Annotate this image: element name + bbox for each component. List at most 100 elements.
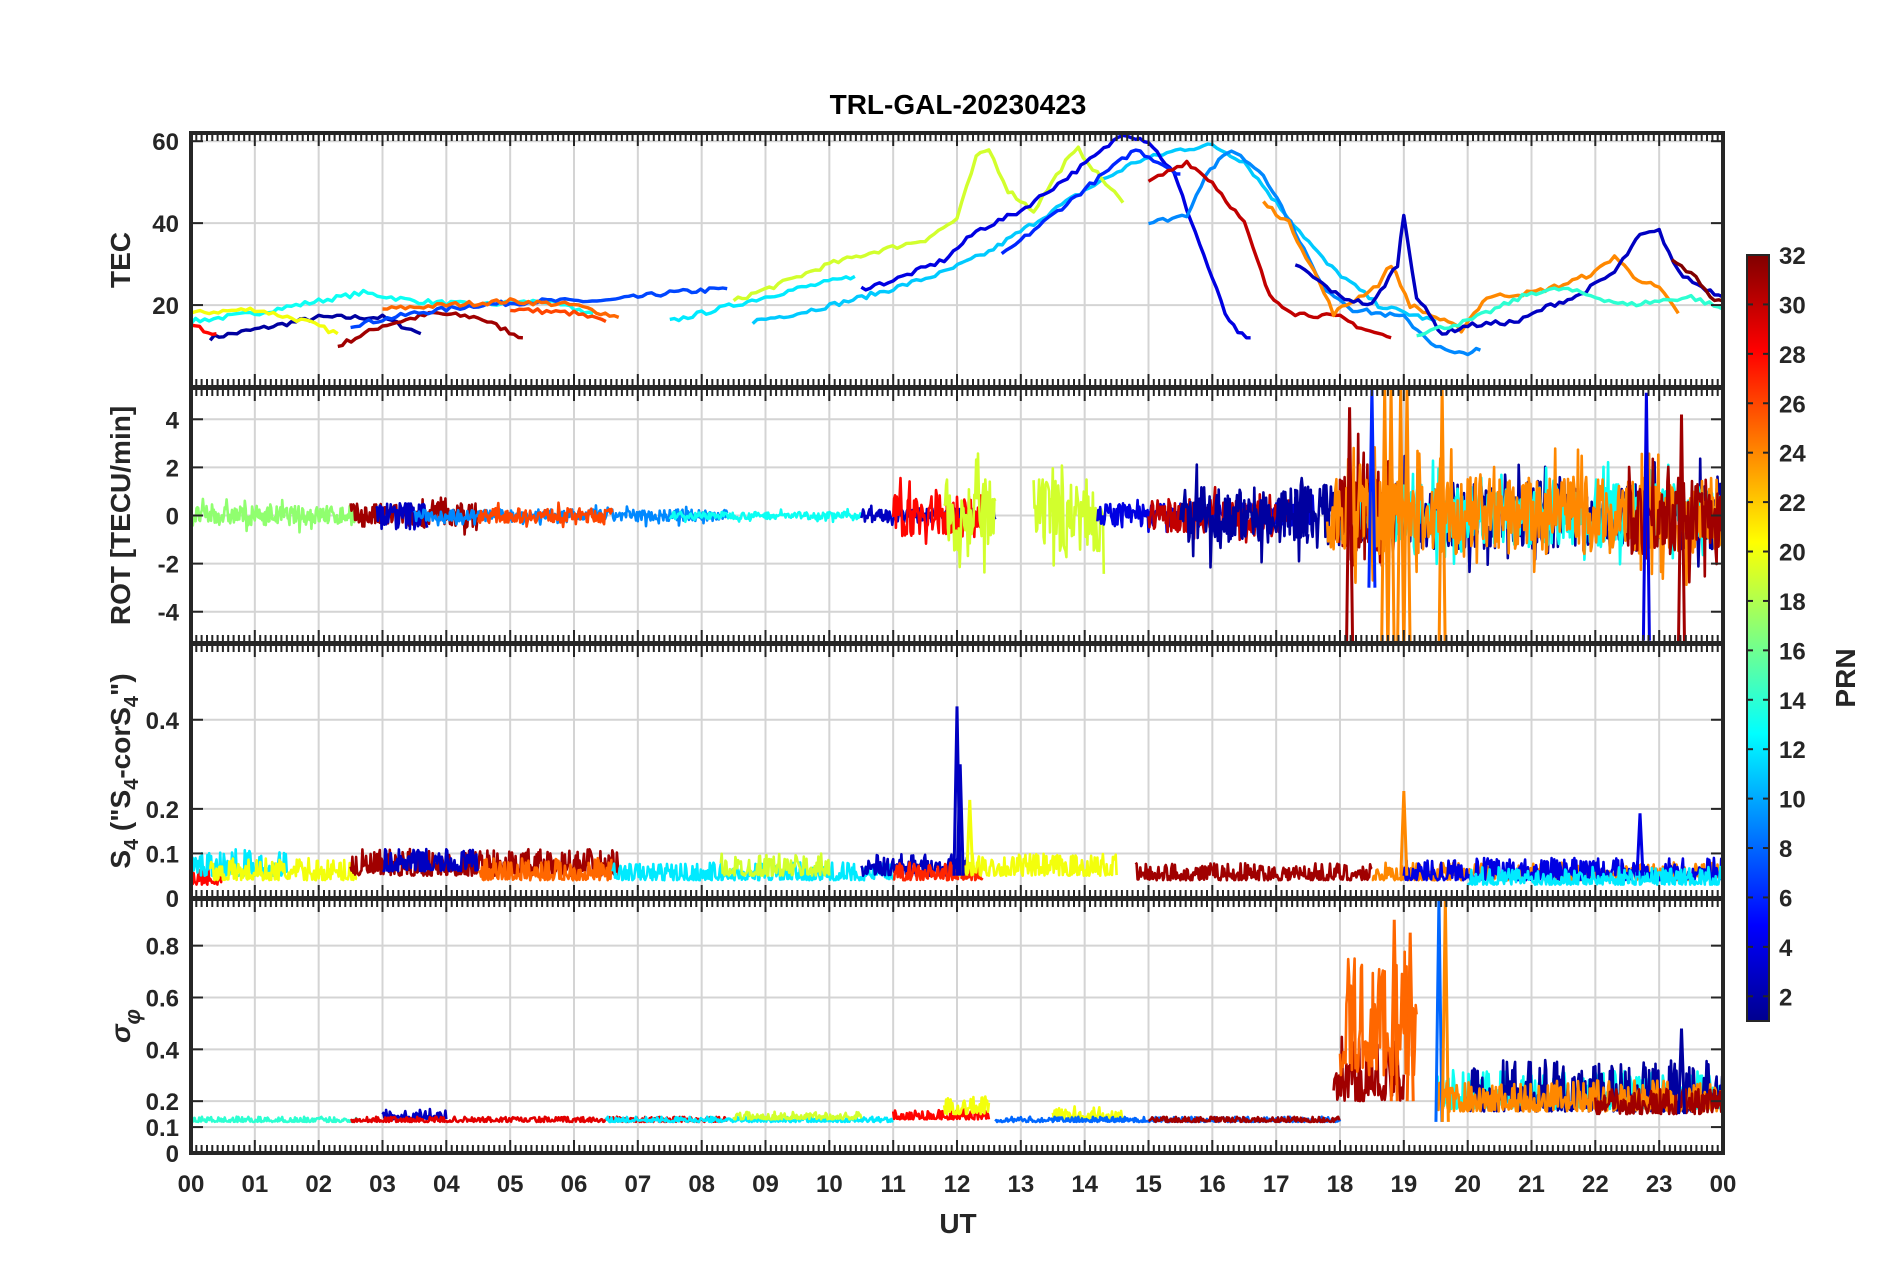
y-tick-label: 0.6 <box>146 985 179 1012</box>
s4-series-prn-28 <box>191 865 225 886</box>
y-tick-label: 4 <box>166 407 180 434</box>
x-axis-label: UT <box>939 1208 976 1239</box>
y-tick-label: -2 <box>158 552 179 579</box>
s4-series-prn-20 <box>208 856 358 882</box>
y-tick-label: 0.4 <box>146 708 180 735</box>
x-tick-label: 20 <box>1454 1171 1481 1198</box>
rot-series-prn-2 <box>1179 463 1310 569</box>
x-tick-label: 23 <box>1646 1171 1673 1198</box>
rot-spike-prn-6 <box>1367 388 1377 588</box>
x-tick-label: 19 <box>1390 1171 1417 1198</box>
tick-marks <box>190 388 1724 643</box>
sigma_phi-series-prn-20 <box>942 1095 991 1116</box>
tick-marks <box>190 899 1724 1153</box>
y-tick-label: 60 <box>152 129 179 156</box>
s4-spike-prn-24 <box>1399 790 1409 876</box>
rot-spike-prn-31 <box>1345 407 1355 643</box>
x-tick-label: 04 <box>433 1171 460 1198</box>
rot-spike-prn-24 <box>1396 388 1406 643</box>
series-group <box>191 133 1723 357</box>
colorbar-tick-label: 22 <box>1779 490 1806 517</box>
x-tick-label: 16 <box>1199 1171 1226 1198</box>
y-tick-label: 40 <box>152 211 179 238</box>
tec-series-prn-19 <box>732 145 1125 302</box>
colorbar-tick-label: 6 <box>1779 885 1792 912</box>
sigma_phi-spike-prn-25 <box>1405 932 1415 1102</box>
x-tick-label: 10 <box>816 1171 843 1198</box>
s4-spike-prn-4 <box>1635 813 1645 876</box>
tec-series-prn-11 <box>751 142 1437 325</box>
colorbar-tick-label: 16 <box>1779 638 1806 665</box>
sigma_phi-series-prn-14 <box>191 1115 359 1124</box>
colorbar-tick-label: 28 <box>1779 342 1806 369</box>
y-tick-label: 0.2 <box>146 1089 179 1116</box>
colorbar-label: PRN <box>1830 648 1861 707</box>
tec-series-prn-24 <box>1262 200 1680 334</box>
s4-series-prn-12 <box>611 861 895 882</box>
sigma_phi-series-prn-19 <box>732 1110 863 1121</box>
s4-series-prn-25 <box>477 856 613 882</box>
x-tick-label: 07 <box>624 1171 651 1198</box>
x-tick-label: 17 <box>1263 1171 1290 1198</box>
rot-spike-prn-31 <box>1677 414 1687 643</box>
colorbar-tick-label: 26 <box>1779 391 1806 418</box>
tec-series-prn-3 <box>1294 213 1723 336</box>
sigma_phi-spike-prn-2 <box>1677 1028 1687 1115</box>
x-minor-ticks <box>190 644 1724 898</box>
x-tick-label: 03 <box>369 1171 396 1198</box>
s4-series-prn-19 <box>719 852 831 877</box>
colorbar-tick-label: 20 <box>1779 540 1806 567</box>
colorbar-tick-label: 32 <box>1779 243 1806 270</box>
s4-spike-prn-20 <box>965 799 975 876</box>
x-minor-ticks <box>190 388 1724 643</box>
tec-series-prn-26 <box>510 307 607 324</box>
colorbar-tick-label: 12 <box>1779 737 1806 764</box>
tec-series-prn-12 <box>669 274 856 323</box>
rot-series-prn-26 <box>477 501 614 529</box>
x-minor-ticks <box>190 133 1724 387</box>
rot-spike-prn-24 <box>1437 388 1447 643</box>
y-tick-label: 0 <box>166 504 179 531</box>
series-group <box>191 899 1723 1124</box>
tec-series-prn-14 <box>1416 286 1723 338</box>
sigma_phi-series-prn-12 <box>604 1115 894 1124</box>
y-tick-label: 0.1 <box>146 841 179 868</box>
y-axis-label: ROT [TECU/min] <box>105 406 136 625</box>
tick-marks <box>190 133 1724 387</box>
x-tick-label: 09 <box>752 1171 779 1198</box>
y-tick-label: 0.4 <box>146 1037 180 1064</box>
s4-series-prn-12 <box>1466 865 1723 886</box>
colorbar-tick-label: 8 <box>1779 836 1792 863</box>
y-tick-label: 2 <box>166 455 179 482</box>
s4-spike-prn-3 <box>955 764 965 876</box>
y-axis-label: TEC <box>105 232 136 288</box>
rot-series-prn-17 <box>191 497 359 534</box>
panel-rot: -4 -2 0 2 4 ROT [TECU/min] <box>105 386 1725 645</box>
sigma_phi-series-prn-28 <box>891 1107 991 1121</box>
x-tick-label: 18 <box>1327 1171 1354 1198</box>
sigma_phi-series-prn-25 <box>1338 950 1418 1077</box>
colorbar-tick-label: 30 <box>1779 292 1806 319</box>
tec-series-prn-2 <box>208 313 422 342</box>
sigma_phi-spike-prn-25 <box>1389 919 1399 1102</box>
panel-s4: 0 0.1 0.2 0.4S4 ("S4-corS4") <box>105 642 1725 913</box>
y-axis-label: σφ <box>105 1009 145 1043</box>
x-tick-label: 02 <box>305 1171 332 1198</box>
tick-marks <box>190 644 1724 898</box>
x-tick-label: 06 <box>561 1171 588 1198</box>
rot-series-prn-19 <box>943 452 997 574</box>
colorbar-gradient <box>1746 254 1770 1022</box>
y-tick-label: 0.2 <box>146 797 179 824</box>
y-tick-label: 0 <box>166 1141 179 1168</box>
rot-spike-prn-4 <box>1641 392 1651 641</box>
x-tick-label: 15 <box>1135 1171 1162 1198</box>
y-tick-label: 20 <box>152 293 179 320</box>
series-group <box>191 388 1723 643</box>
tec-series-prn-30 <box>1147 159 1392 340</box>
x-tick-label: 14 <box>1071 1171 1098 1198</box>
series-group <box>191 706 1723 886</box>
x-tick-label: 22 <box>1582 1171 1609 1198</box>
colorbar-tick-label: 2 <box>1779 984 1792 1011</box>
